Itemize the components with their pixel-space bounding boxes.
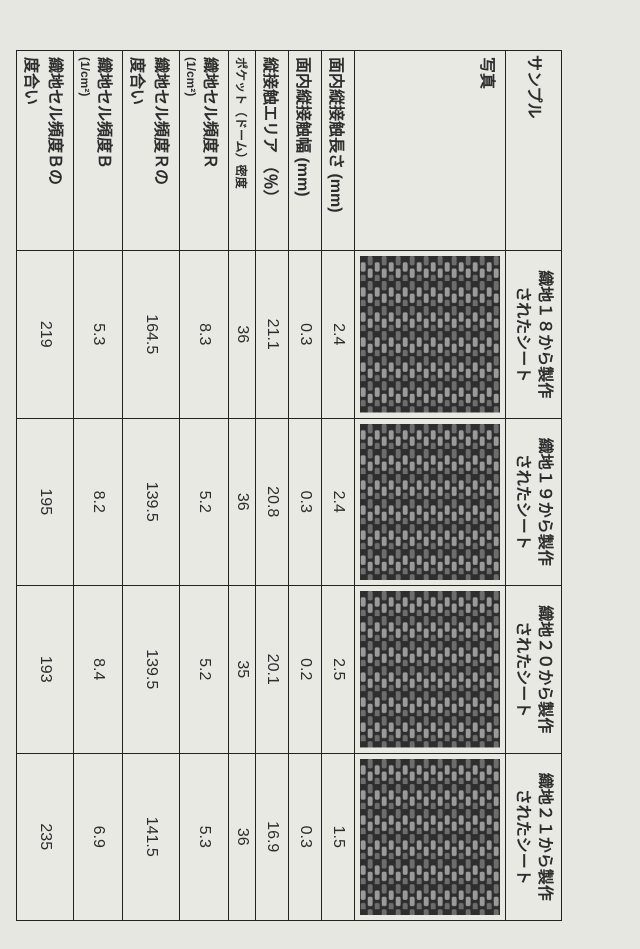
column-header-2: 織地１９から製作されたシート: [505, 418, 561, 586]
cell-6-2: 8.4: [73, 586, 122, 754]
cell-6-0: 5.3: [73, 251, 122, 419]
cell-3-3: 36: [228, 753, 255, 921]
cell-6-3: 6.9: [73, 753, 122, 921]
cell-0-0: 2.4: [321, 251, 354, 419]
row-label-4: 織地セル頻度Ｒ(1/cm²): [179, 51, 228, 251]
cell-7-0: 219: [16, 251, 73, 419]
photo-row-label: 写真: [354, 51, 505, 251]
fabric-photo-1: [354, 251, 505, 419]
column-header-4: 織地２１から製作されたシート: [505, 753, 561, 921]
cell-0-2: 2.5: [321, 586, 354, 754]
cell-1-1: 0.3: [288, 418, 321, 586]
cell-2-2: 20.1: [255, 586, 288, 754]
cell-3-0: 36: [228, 251, 255, 419]
cell-2-1: 20.8: [255, 418, 288, 586]
cell-0-1: 2.4: [321, 418, 354, 586]
cell-0-3: 1.5: [321, 753, 354, 921]
cell-3-2: 35: [228, 586, 255, 754]
fabric-photo-4: [354, 753, 505, 921]
cell-2-3: 16.9: [255, 753, 288, 921]
cell-2-0: 21.1: [255, 251, 288, 419]
cell-3-1: 36: [228, 418, 255, 586]
row-label-0: 面内縦接触長さ (mm): [321, 51, 354, 251]
cell-6-1: 8.2: [73, 418, 122, 586]
fabric-photo-2: [354, 418, 505, 586]
cell-5-2: 139.5: [122, 586, 179, 754]
row-label-2: 縦接触エリア （％）: [255, 51, 288, 251]
cell-5-0: 164.5: [122, 251, 179, 419]
cell-7-1: 195: [16, 418, 73, 586]
fabric-photo-3: [354, 586, 505, 754]
cell-7-3: 235: [16, 753, 73, 921]
cell-4-2: 5.2: [179, 586, 228, 754]
row-label-6: 織地セル頻度Ｂ(1/cm²): [73, 51, 122, 251]
row-label-5: 織地セル頻度Ｒの度合い: [122, 51, 179, 251]
row-label-1: 面内縦接触幅 (mm): [288, 51, 321, 251]
cell-7-2: 193: [16, 586, 73, 754]
cell-1-2: 0.2: [288, 586, 321, 754]
sample-label: サンプル: [505, 51, 561, 251]
row-label-3: ポケット（ドーム）密度: [228, 51, 255, 251]
fabric-properties-table: サンプル織地１８から製作されたシート織地１９から製作されたシート織地２０から製作…: [16, 50, 562, 921]
cell-1-0: 0.3: [288, 251, 321, 419]
cell-5-3: 141.5: [122, 753, 179, 921]
row-label-7: 織地セル頻度Ｂの度合い: [16, 51, 73, 251]
cell-4-0: 8.3: [179, 251, 228, 419]
cell-4-1: 5.2: [179, 418, 228, 586]
cell-1-3: 0.3: [288, 753, 321, 921]
column-header-3: 織地２０から製作されたシート: [505, 586, 561, 754]
cell-4-3: 5.3: [179, 753, 228, 921]
column-header-1: 織地１８から製作されたシート: [505, 251, 561, 419]
cell-5-1: 139.5: [122, 418, 179, 586]
